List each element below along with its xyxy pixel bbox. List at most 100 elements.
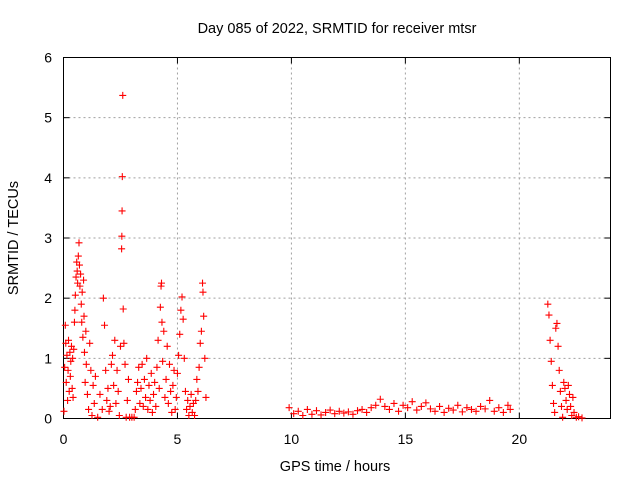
data-point (146, 396, 154, 404)
data-point (78, 318, 86, 326)
data-point (124, 375, 132, 383)
data-point (121, 360, 129, 368)
data-point (145, 381, 153, 389)
data-point (147, 369, 155, 377)
data-point (63, 351, 71, 359)
data-point (105, 407, 113, 415)
data-point (74, 252, 82, 260)
data-point (404, 404, 412, 412)
x-tick-label: 20 (512, 431, 528, 447)
data-point (550, 399, 558, 407)
data-point (554, 342, 562, 350)
data-point (551, 408, 559, 416)
data-point (171, 405, 179, 413)
data-point (506, 405, 514, 413)
data-point (417, 402, 425, 410)
data-point (169, 381, 177, 389)
data-point (168, 408, 176, 416)
data-point (285, 404, 293, 412)
data-point (322, 408, 330, 416)
data-point (472, 407, 480, 415)
data-point (118, 207, 126, 215)
data-point (486, 396, 494, 404)
data-point (83, 390, 91, 398)
data-point (116, 342, 124, 350)
data-point (65, 336, 73, 344)
data-point (135, 363, 143, 371)
data-point (344, 408, 352, 416)
data-point (91, 372, 99, 380)
data-point (193, 375, 201, 383)
data-point (181, 387, 189, 395)
data-point (102, 366, 110, 374)
data-point (138, 360, 146, 368)
data-point (354, 407, 362, 415)
x-tick-label: 0 (60, 431, 68, 447)
data-point (70, 345, 78, 353)
data-point (175, 351, 183, 359)
data-point (134, 378, 142, 386)
chart-title: Day 085 of 2022, SRMTID for receiver mts… (198, 21, 477, 37)
data-point (85, 405, 93, 413)
data-point (69, 393, 77, 401)
data-point (148, 408, 156, 416)
data-point (567, 402, 575, 410)
data-point (142, 393, 150, 401)
data-point (170, 366, 178, 374)
data-point (64, 366, 72, 374)
data-point (75, 261, 83, 269)
data-point (559, 413, 567, 421)
data-point (71, 291, 79, 299)
data-point (547, 357, 555, 365)
data-point (560, 378, 568, 386)
data-point (426, 405, 434, 413)
data-point (136, 399, 144, 407)
data-point (545, 311, 553, 319)
data-point (308, 410, 316, 418)
data-point (113, 366, 121, 374)
data-point (191, 411, 199, 419)
data-point (70, 318, 78, 326)
data-point (290, 410, 298, 418)
data-point (75, 239, 83, 247)
data-point (408, 398, 416, 406)
data-point (570, 408, 578, 416)
data-point (77, 300, 85, 308)
data-point (155, 384, 163, 392)
data-point (449, 406, 457, 414)
data-point (82, 360, 90, 368)
data-point (118, 232, 126, 240)
data-point (106, 402, 114, 410)
data-point (186, 402, 194, 410)
data-point (165, 360, 173, 368)
data-point (312, 407, 320, 415)
data-point (94, 413, 102, 421)
data-point (413, 406, 421, 414)
data-point (199, 288, 207, 296)
data-point (340, 409, 348, 417)
data-point (109, 351, 117, 359)
data-point (422, 399, 430, 407)
data-point (60, 407, 68, 415)
x-tick-label: 15 (398, 431, 414, 447)
data-point (62, 378, 70, 386)
data-point (96, 390, 104, 398)
data-point (61, 321, 69, 329)
data-point (67, 357, 75, 365)
y-tick-label: 4 (44, 170, 52, 186)
data-point (143, 354, 151, 362)
x-tick-label: 10 (284, 431, 300, 447)
data-point (552, 324, 560, 332)
data-point (73, 267, 81, 275)
data-point (562, 396, 570, 404)
data-point (119, 91, 127, 99)
data-point (431, 407, 439, 415)
data-point (161, 393, 169, 401)
data-point (87, 366, 95, 374)
data-point (118, 245, 126, 253)
data-point (137, 384, 145, 392)
data-point (86, 339, 94, 347)
y-axis-label: SRMTID / TECUs (6, 181, 22, 295)
data-point (467, 405, 475, 413)
data-point (399, 401, 407, 409)
